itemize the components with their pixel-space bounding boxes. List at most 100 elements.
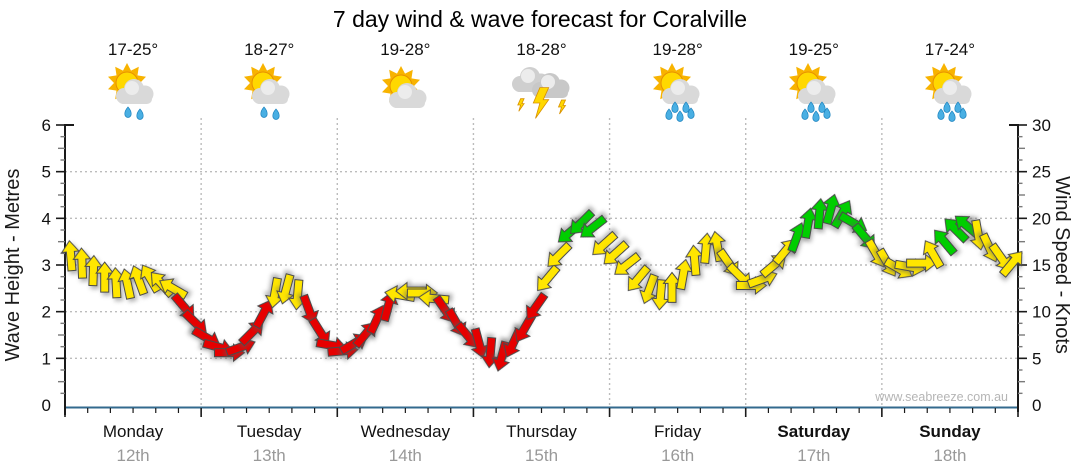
left-axis-title: Wave Height - Metres <box>2 169 24 362</box>
raindrop-icon <box>136 108 144 120</box>
raindrop-icon <box>812 110 820 122</box>
day-column-header: 19-28° <box>337 40 473 125</box>
lightning-icon <box>557 99 566 115</box>
wind-arrow <box>525 291 549 320</box>
right-tick-label: 0 <box>1032 396 1041 415</box>
left-tick-label: 1 <box>42 349 51 368</box>
wind-arrow <box>639 273 659 305</box>
cloud-icon <box>252 79 290 104</box>
left-tick-label: 6 <box>42 116 51 135</box>
raindrop-icon <box>124 106 132 118</box>
raindrop-icon <box>807 101 815 113</box>
wind-arrow <box>60 239 80 272</box>
raindrop-icon <box>687 107 695 119</box>
day-date-label: 17th <box>797 446 830 465</box>
weather-icon-wrap <box>610 63 746 125</box>
cloud-icon <box>933 79 972 104</box>
raindrop-icon <box>801 108 809 120</box>
cloud-icon <box>116 79 154 104</box>
storm-icon <box>511 67 569 119</box>
wind-arrow <box>140 264 162 294</box>
sun-cloud-showers-icon <box>652 63 700 122</box>
raindrop-icon <box>937 108 945 120</box>
wind-arrow <box>998 250 1023 278</box>
lightning-icon <box>516 98 525 112</box>
raindrop-icon <box>665 108 673 120</box>
day-name-label: Saturday <box>777 422 850 441</box>
right-tick-label: 5 <box>1032 349 1041 368</box>
temperature-range: 18-28° <box>516 40 567 59</box>
right-tick-label: 30 <box>1032 116 1051 135</box>
raindrop-icon <box>818 101 826 113</box>
wind-arrow <box>627 264 652 292</box>
day-name-label: Wednesday <box>361 422 451 441</box>
wind-arrow <box>299 293 320 325</box>
raindrop-icon <box>272 108 280 120</box>
sun-cloud-showers-icon <box>788 63 836 122</box>
day-column-header: 19-25° <box>746 40 882 125</box>
day-column-header: 17-25° <box>65 40 201 125</box>
left-tick-label: 2 <box>42 303 51 322</box>
weather-icon-wrap <box>746 63 882 125</box>
day-date-label: 12th <box>117 446 150 465</box>
wind-arrow <box>72 247 92 279</box>
temperature-range: 18-27° <box>244 40 295 59</box>
weather-icon-wrap <box>474 63 610 125</box>
day-name-label: Sunday <box>919 422 981 441</box>
raindrop-icon <box>682 101 690 113</box>
wind-arrow <box>308 316 331 346</box>
wind-arrow <box>238 321 264 347</box>
wind-arrow <box>988 242 1011 271</box>
day-date-label: 18th <box>933 446 966 465</box>
left-tick-label: 5 <box>42 163 51 182</box>
day-date-label: 15th <box>525 446 558 465</box>
watermark-text: www.seabreeze.com.au <box>874 390 1008 404</box>
day-date-label: 16th <box>661 446 694 465</box>
weather-icon-wrap <box>337 63 473 125</box>
day-date-label: 14th <box>389 446 422 465</box>
day-name-label: Monday <box>103 422 164 441</box>
raindrop-icon <box>671 101 679 113</box>
cloud-icon <box>661 79 700 104</box>
weather-icon-wrap <box>882 63 1018 125</box>
day-column-header: 18-28° <box>474 40 610 125</box>
day-column-header: 17-24° <box>882 40 1018 125</box>
raindrop-icon <box>676 110 684 122</box>
wind-arrow <box>276 273 295 305</box>
wind-arrow <box>252 299 274 330</box>
sun-cloud-showers-icon <box>924 63 972 122</box>
raindrop-icon <box>954 101 962 113</box>
weather-icon-wrap <box>65 63 201 125</box>
sun-cloud-rain-icon <box>244 63 290 120</box>
left-tick-label: 3 <box>42 256 51 275</box>
right-tick-label: 20 <box>1032 209 1051 228</box>
temperature-range: 17-24° <box>924 40 976 59</box>
temperature-range: 17-25° <box>107 40 159 59</box>
lightning-icon <box>532 87 549 119</box>
day-column-header: 18-27° <box>201 40 337 125</box>
day-name-label: Thursday <box>506 422 577 441</box>
temperature-range: 19-28° <box>652 40 703 59</box>
raindrop-icon <box>260 106 268 118</box>
wind-arrow <box>922 240 945 270</box>
weather-icon-wrap <box>201 63 337 125</box>
sun-cloud-rain-icon <box>108 63 154 120</box>
raindrop-icon <box>948 110 956 122</box>
day-name-label: Tuesday <box>237 422 302 441</box>
chart-title: 7 day wind & wave forecast for Coralvill… <box>332 6 748 32</box>
day-date-label: 13th <box>253 446 286 465</box>
sun-cloud-icon <box>382 66 427 108</box>
cloud-icon <box>389 83 427 108</box>
temperature-range: 19-25° <box>788 40 839 59</box>
wind-arrow <box>547 241 573 267</box>
raindrop-icon <box>959 107 967 119</box>
wind-arrow <box>159 278 189 300</box>
cloud-icon <box>797 79 836 104</box>
day-column-header: 19-28° <box>610 40 746 125</box>
day-name-label: Friday <box>654 422 702 441</box>
wind-arrow <box>614 251 642 275</box>
left-tick-label: 0 <box>42 396 51 415</box>
right-tick-label: 25 <box>1032 163 1051 182</box>
